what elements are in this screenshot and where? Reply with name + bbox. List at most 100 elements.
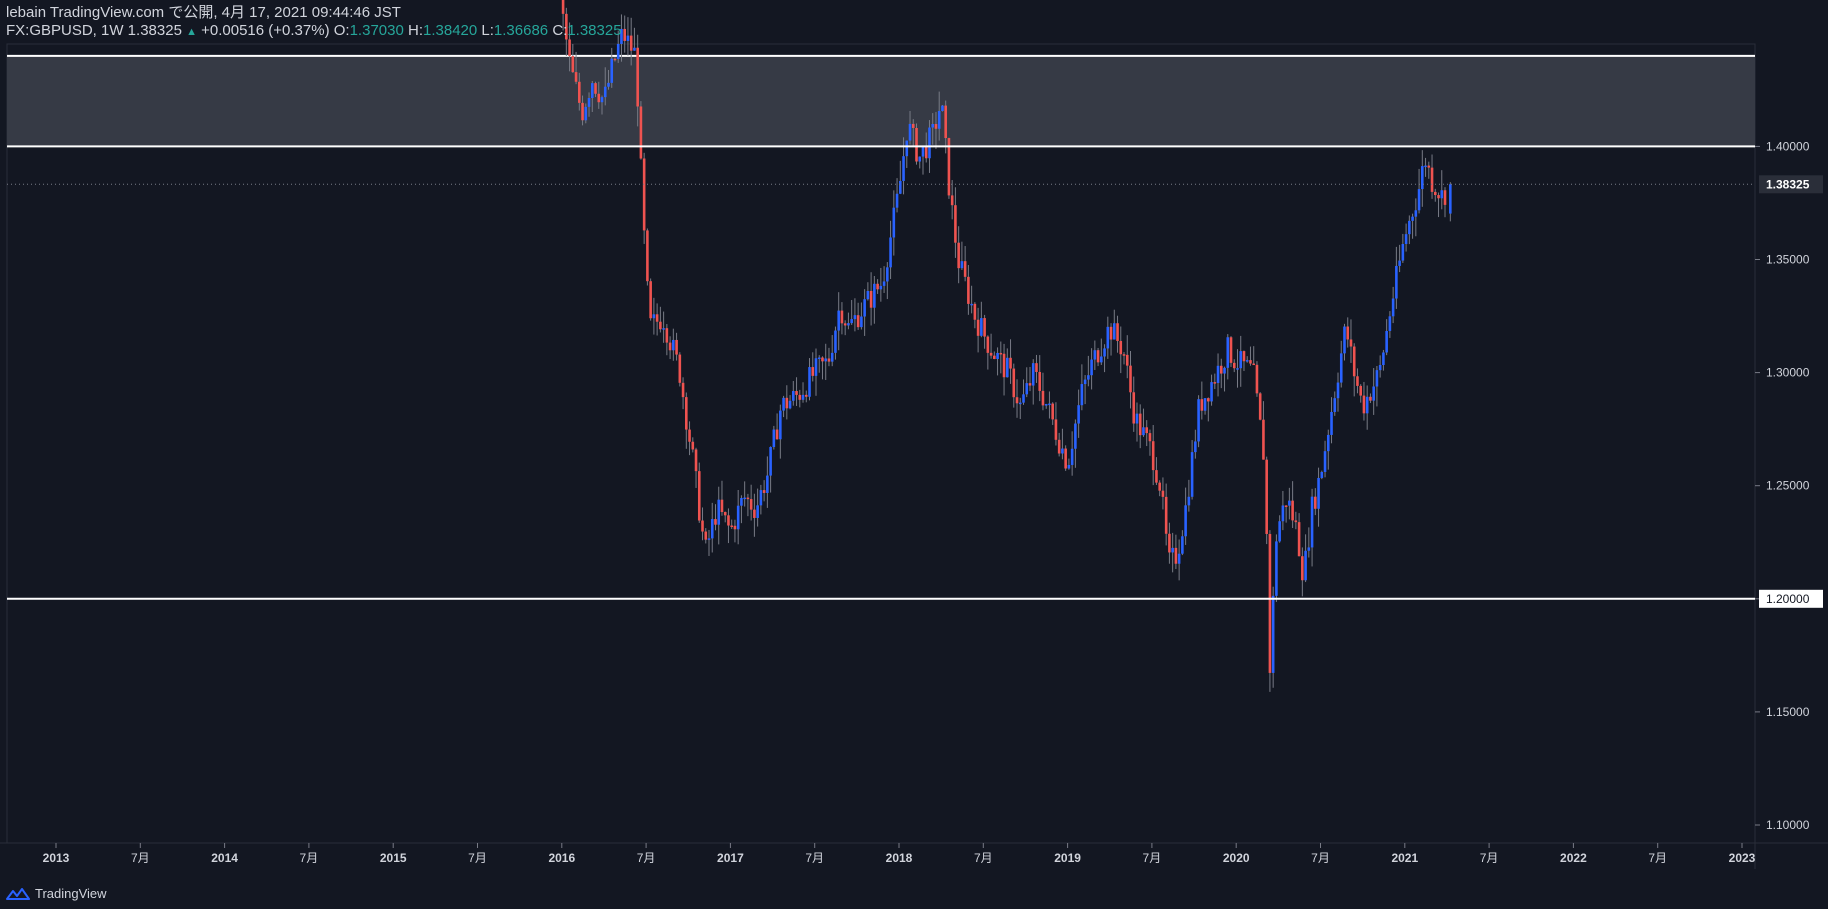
candle-body bbox=[1210, 382, 1213, 402]
chart-header: lebain TradingView.com で公開, 4月 17, 2021 … bbox=[6, 4, 622, 41]
candle-body bbox=[1216, 365, 1220, 383]
candle-body bbox=[1382, 352, 1385, 365]
candle-body bbox=[886, 267, 889, 282]
candle-body bbox=[1038, 371, 1042, 391]
candle-body bbox=[1352, 346, 1356, 377]
candle-body bbox=[1187, 496, 1191, 506]
candle-body bbox=[1181, 536, 1184, 554]
open-label: O: bbox=[333, 22, 350, 39]
candle-body bbox=[911, 123, 915, 128]
candle-body bbox=[1433, 191, 1437, 196]
candle-body bbox=[989, 352, 993, 356]
candle-body bbox=[1271, 595, 1275, 673]
candle-body bbox=[1031, 363, 1035, 386]
level-price-tag-text: 1.20000 bbox=[1766, 592, 1810, 606]
candle-body bbox=[736, 505, 740, 530]
symbol-label: FX:GBPUSD, 1W 1.38325 bbox=[6, 22, 182, 39]
candle-body bbox=[1080, 384, 1084, 406]
high-value: 1.38420 bbox=[423, 22, 478, 39]
candle-body bbox=[727, 515, 730, 526]
x-tick-label: 2016 bbox=[548, 851, 575, 865]
candle-body bbox=[1168, 533, 1171, 553]
candle-body bbox=[970, 303, 973, 306]
candle-body bbox=[1430, 167, 1434, 192]
x-tick-label: 2019 bbox=[1054, 851, 1081, 865]
candle-body bbox=[1404, 234, 1408, 244]
candle-body bbox=[652, 314, 656, 319]
candle-body bbox=[584, 106, 588, 121]
candle-body bbox=[1057, 439, 1061, 454]
candle-body bbox=[915, 127, 918, 162]
candle-body bbox=[993, 355, 996, 360]
candle-body bbox=[918, 156, 922, 162]
x-tick-label: 2018 bbox=[886, 851, 913, 865]
candle-body bbox=[963, 261, 967, 277]
candle-body bbox=[701, 520, 704, 532]
candle-body bbox=[607, 82, 610, 87]
candle-body bbox=[681, 382, 685, 398]
candle-body bbox=[1177, 553, 1181, 564]
candle-body bbox=[908, 123, 912, 141]
candle-body bbox=[762, 490, 766, 493]
candle-body bbox=[824, 358, 828, 362]
candle-body bbox=[811, 367, 815, 376]
y-tick-label: 1.15000 bbox=[1766, 705, 1810, 719]
candle-body bbox=[594, 83, 597, 94]
candle-body bbox=[957, 242, 960, 269]
candle-body bbox=[672, 339, 675, 351]
candle-body bbox=[1100, 356, 1103, 363]
last-price-tag-text: 1.38325 bbox=[1766, 177, 1810, 191]
candle-body bbox=[639, 106, 643, 159]
candle-body bbox=[775, 429, 779, 440]
candle-body bbox=[1116, 323, 1119, 341]
candle-body bbox=[1294, 520, 1298, 523]
brand-name: TradingView bbox=[35, 886, 107, 901]
candle-body bbox=[1051, 403, 1054, 420]
candle-body bbox=[1151, 441, 1155, 471]
candle-body bbox=[873, 283, 876, 308]
candle-body bbox=[1388, 316, 1392, 331]
candle-body bbox=[1090, 359, 1093, 376]
candle-body bbox=[1203, 398, 1207, 411]
x-tick-label: 7月 bbox=[468, 851, 487, 865]
candle-body bbox=[1103, 348, 1106, 357]
candle-body bbox=[882, 281, 886, 286]
low-label: L: bbox=[481, 22, 494, 39]
candle-body bbox=[1028, 383, 1032, 386]
candle-body bbox=[795, 391, 798, 395]
candle-body bbox=[863, 299, 866, 317]
candle-body bbox=[889, 237, 892, 268]
candle-body bbox=[1401, 243, 1405, 261]
candle-body bbox=[743, 497, 746, 500]
candle-body bbox=[1067, 464, 1071, 469]
candle-body bbox=[1109, 326, 1113, 340]
candle-body bbox=[937, 110, 941, 129]
candle-body bbox=[597, 93, 601, 103]
level-price-tag bbox=[1759, 589, 1823, 608]
candle-body bbox=[1012, 368, 1016, 398]
candle-body bbox=[1232, 362, 1236, 369]
candle-body bbox=[1158, 482, 1161, 491]
candle-body bbox=[1135, 413, 1139, 424]
candle-body bbox=[866, 290, 870, 300]
candle-body bbox=[1443, 190, 1447, 205]
candle-body bbox=[1155, 470, 1158, 483]
candle-body bbox=[1356, 376, 1359, 386]
x-tick-label: 2013 bbox=[43, 851, 70, 865]
candle-body bbox=[1284, 505, 1288, 507]
candle-body bbox=[1330, 411, 1333, 435]
x-tick-label: 7月 bbox=[637, 851, 656, 865]
candle-body bbox=[1372, 386, 1375, 401]
candle-body bbox=[1398, 260, 1401, 266]
candle-body bbox=[1375, 370, 1379, 387]
candle-body bbox=[944, 105, 947, 139]
candle-body bbox=[1226, 337, 1230, 368]
candle-body bbox=[1349, 339, 1353, 347]
candle-body bbox=[626, 35, 630, 41]
candle-body bbox=[1281, 505, 1285, 522]
candle-body bbox=[1252, 363, 1256, 366]
candle-body bbox=[843, 323, 847, 326]
candle-body bbox=[1197, 399, 1200, 442]
candle-body bbox=[1249, 360, 1252, 364]
